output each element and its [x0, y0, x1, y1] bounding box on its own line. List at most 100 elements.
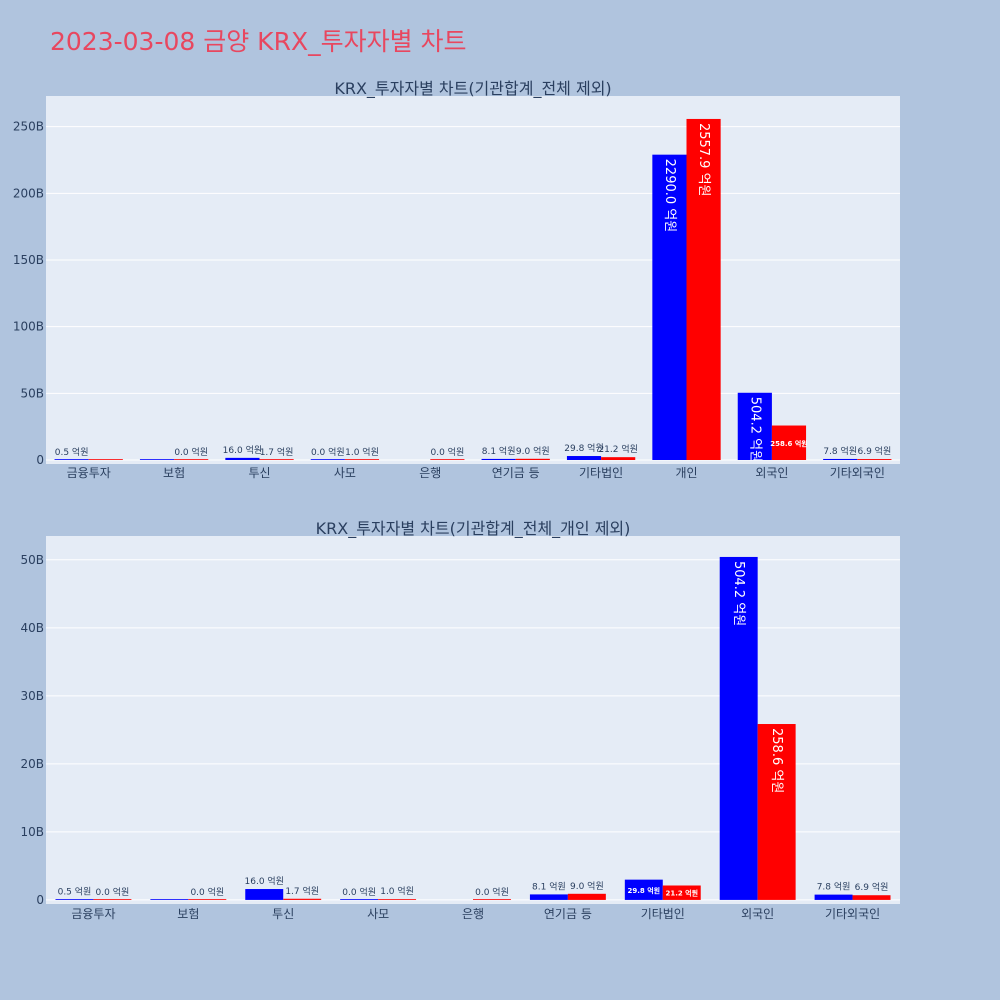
bar	[601, 457, 636, 460]
y-tick-label: 250B	[13, 120, 44, 134]
x-tick-label: 은행	[462, 906, 484, 921]
data-label: 0.0 억원	[475, 886, 509, 898]
bar	[757, 724, 796, 900]
bar	[662, 885, 701, 900]
bar	[88, 459, 123, 460]
bar	[737, 392, 772, 460]
data-label: 6.9 억원	[858, 445, 892, 457]
bar	[814, 894, 853, 900]
y-tick-label: 0	[36, 893, 44, 907]
data-label: 504.2 억원	[747, 397, 762, 462]
page-title: 2023-03-08 금양 KRX_투자자별 차트	[50, 27, 467, 56]
chart-institutions-total-excluded: 0 50B 100B 150B 200B 250B KRX_투자자별 차트(기관합계_전체 …	[13, 79, 900, 480]
bar	[529, 894, 568, 900]
x-tick-label: 기타법인	[641, 907, 685, 921]
bar	[340, 899, 379, 900]
x-tick-label: 외국인	[741, 907, 774, 921]
data-label: 0.5 억원	[58, 886, 92, 898]
x-tick-label: 투신	[272, 907, 294, 921]
y-tick-label: 200B	[13, 186, 44, 200]
data-label: 2557.9 억원	[696, 123, 711, 197]
data-label: 2290.0 억원	[662, 159, 677, 233]
x-tick-label: 연기금 등	[544, 907, 592, 921]
chart-title: KRX_투자자별 차트(기관합계_전체_개인 제외)	[316, 519, 631, 539]
data-label: 8.1 억원	[532, 880, 566, 892]
data-label: 258.6 억원	[770, 439, 807, 448]
bar	[188, 899, 227, 900]
x-tick-label: 금융투자	[67, 466, 111, 480]
y-tick-label: 10B	[20, 825, 44, 839]
data-label: 1.0 억원	[380, 885, 414, 897]
x-tick-label: 투신	[248, 466, 270, 480]
data-label: 504.2 억원	[731, 561, 746, 626]
x-tick-label: 은행	[419, 465, 441, 480]
bar	[378, 899, 417, 900]
bar	[245, 889, 284, 900]
y-tick-label: 100B	[13, 320, 44, 334]
data-label: 1.7 억원	[285, 885, 319, 897]
bar	[857, 459, 892, 460]
chart-institutions-individual-excluded: 0 10B 20B 30B 40B 50B KRX_투자자별 차트(기관합계_전체_개인 제…	[20, 519, 900, 921]
bar	[823, 458, 858, 460]
y-tick-label: 40B	[20, 621, 44, 635]
bar	[652, 154, 687, 460]
data-label: 29.8 억원	[564, 442, 603, 454]
chart-title: KRX_투자자별 차트(기관합계_전체 제외)	[334, 79, 611, 99]
x-tick-label: 사모	[367, 907, 389, 921]
bar	[686, 118, 721, 461]
bar	[567, 893, 606, 900]
x-tick-label: 사모	[334, 466, 356, 480]
bar	[55, 899, 94, 900]
y-tick-label: 50B	[20, 386, 44, 400]
bar	[283, 898, 322, 900]
data-label: 1.7 억원	[260, 446, 294, 458]
x-tick-label: 보험	[177, 907, 199, 921]
data-label: 0.0 억원	[311, 446, 345, 458]
data-label: 8.1 억원	[482, 445, 516, 457]
data-label: 6.9 억원	[855, 881, 889, 893]
data-label: 7.8 억원	[823, 445, 857, 457]
y-tick-label: 20B	[20, 757, 44, 771]
y-tick-label: 0	[36, 453, 44, 467]
bar	[54, 459, 89, 460]
bar	[481, 458, 516, 460]
bar	[150, 899, 189, 900]
data-label: 21.2 억원	[598, 443, 637, 455]
x-tick-label: 금융투자	[71, 907, 115, 921]
data-label: 9.0 억원	[570, 880, 604, 892]
data-label: 21.2 억원	[665, 889, 698, 898]
bar	[719, 556, 758, 900]
y-tick-label: 30B	[20, 689, 44, 703]
bar	[174, 459, 209, 460]
data-label: 0.0 억원	[342, 886, 376, 898]
bar	[310, 459, 345, 460]
data-label: 0.0 억원	[190, 886, 224, 898]
data-label: 29.8 억원	[628, 886, 661, 895]
x-tick-label: 보험	[163, 466, 185, 480]
data-label: 0.5 억원	[55, 446, 89, 458]
data-label: 0.0 억원	[174, 446, 208, 458]
x-tick-label: 연기금 등	[492, 466, 540, 480]
bar	[852, 895, 891, 900]
data-label: 0.0 억원	[431, 446, 465, 458]
y-tick-label: 150B	[13, 253, 44, 267]
x-tick-label: 기타외국인	[830, 466, 885, 480]
bar	[259, 459, 294, 460]
data-label: 0.0 억원	[96, 886, 130, 898]
bar	[566, 456, 602, 460]
bar	[344, 459, 380, 460]
bar	[515, 458, 550, 460]
bar	[93, 899, 132, 900]
bar	[473, 899, 511, 900]
bar	[771, 425, 807, 460]
bar	[430, 459, 465, 460]
data-label: 16.0 억원	[223, 444, 262, 456]
bar	[139, 459, 175, 460]
data-label: 16.0 억원	[245, 875, 284, 887]
data-label: 9.0 억원	[516, 445, 550, 457]
data-label: 7.8 억원	[817, 881, 851, 893]
bar	[624, 879, 663, 900]
y-tick-label: 50B	[20, 553, 44, 567]
bar	[225, 457, 260, 460]
x-tick-label: 외국인	[755, 466, 788, 480]
